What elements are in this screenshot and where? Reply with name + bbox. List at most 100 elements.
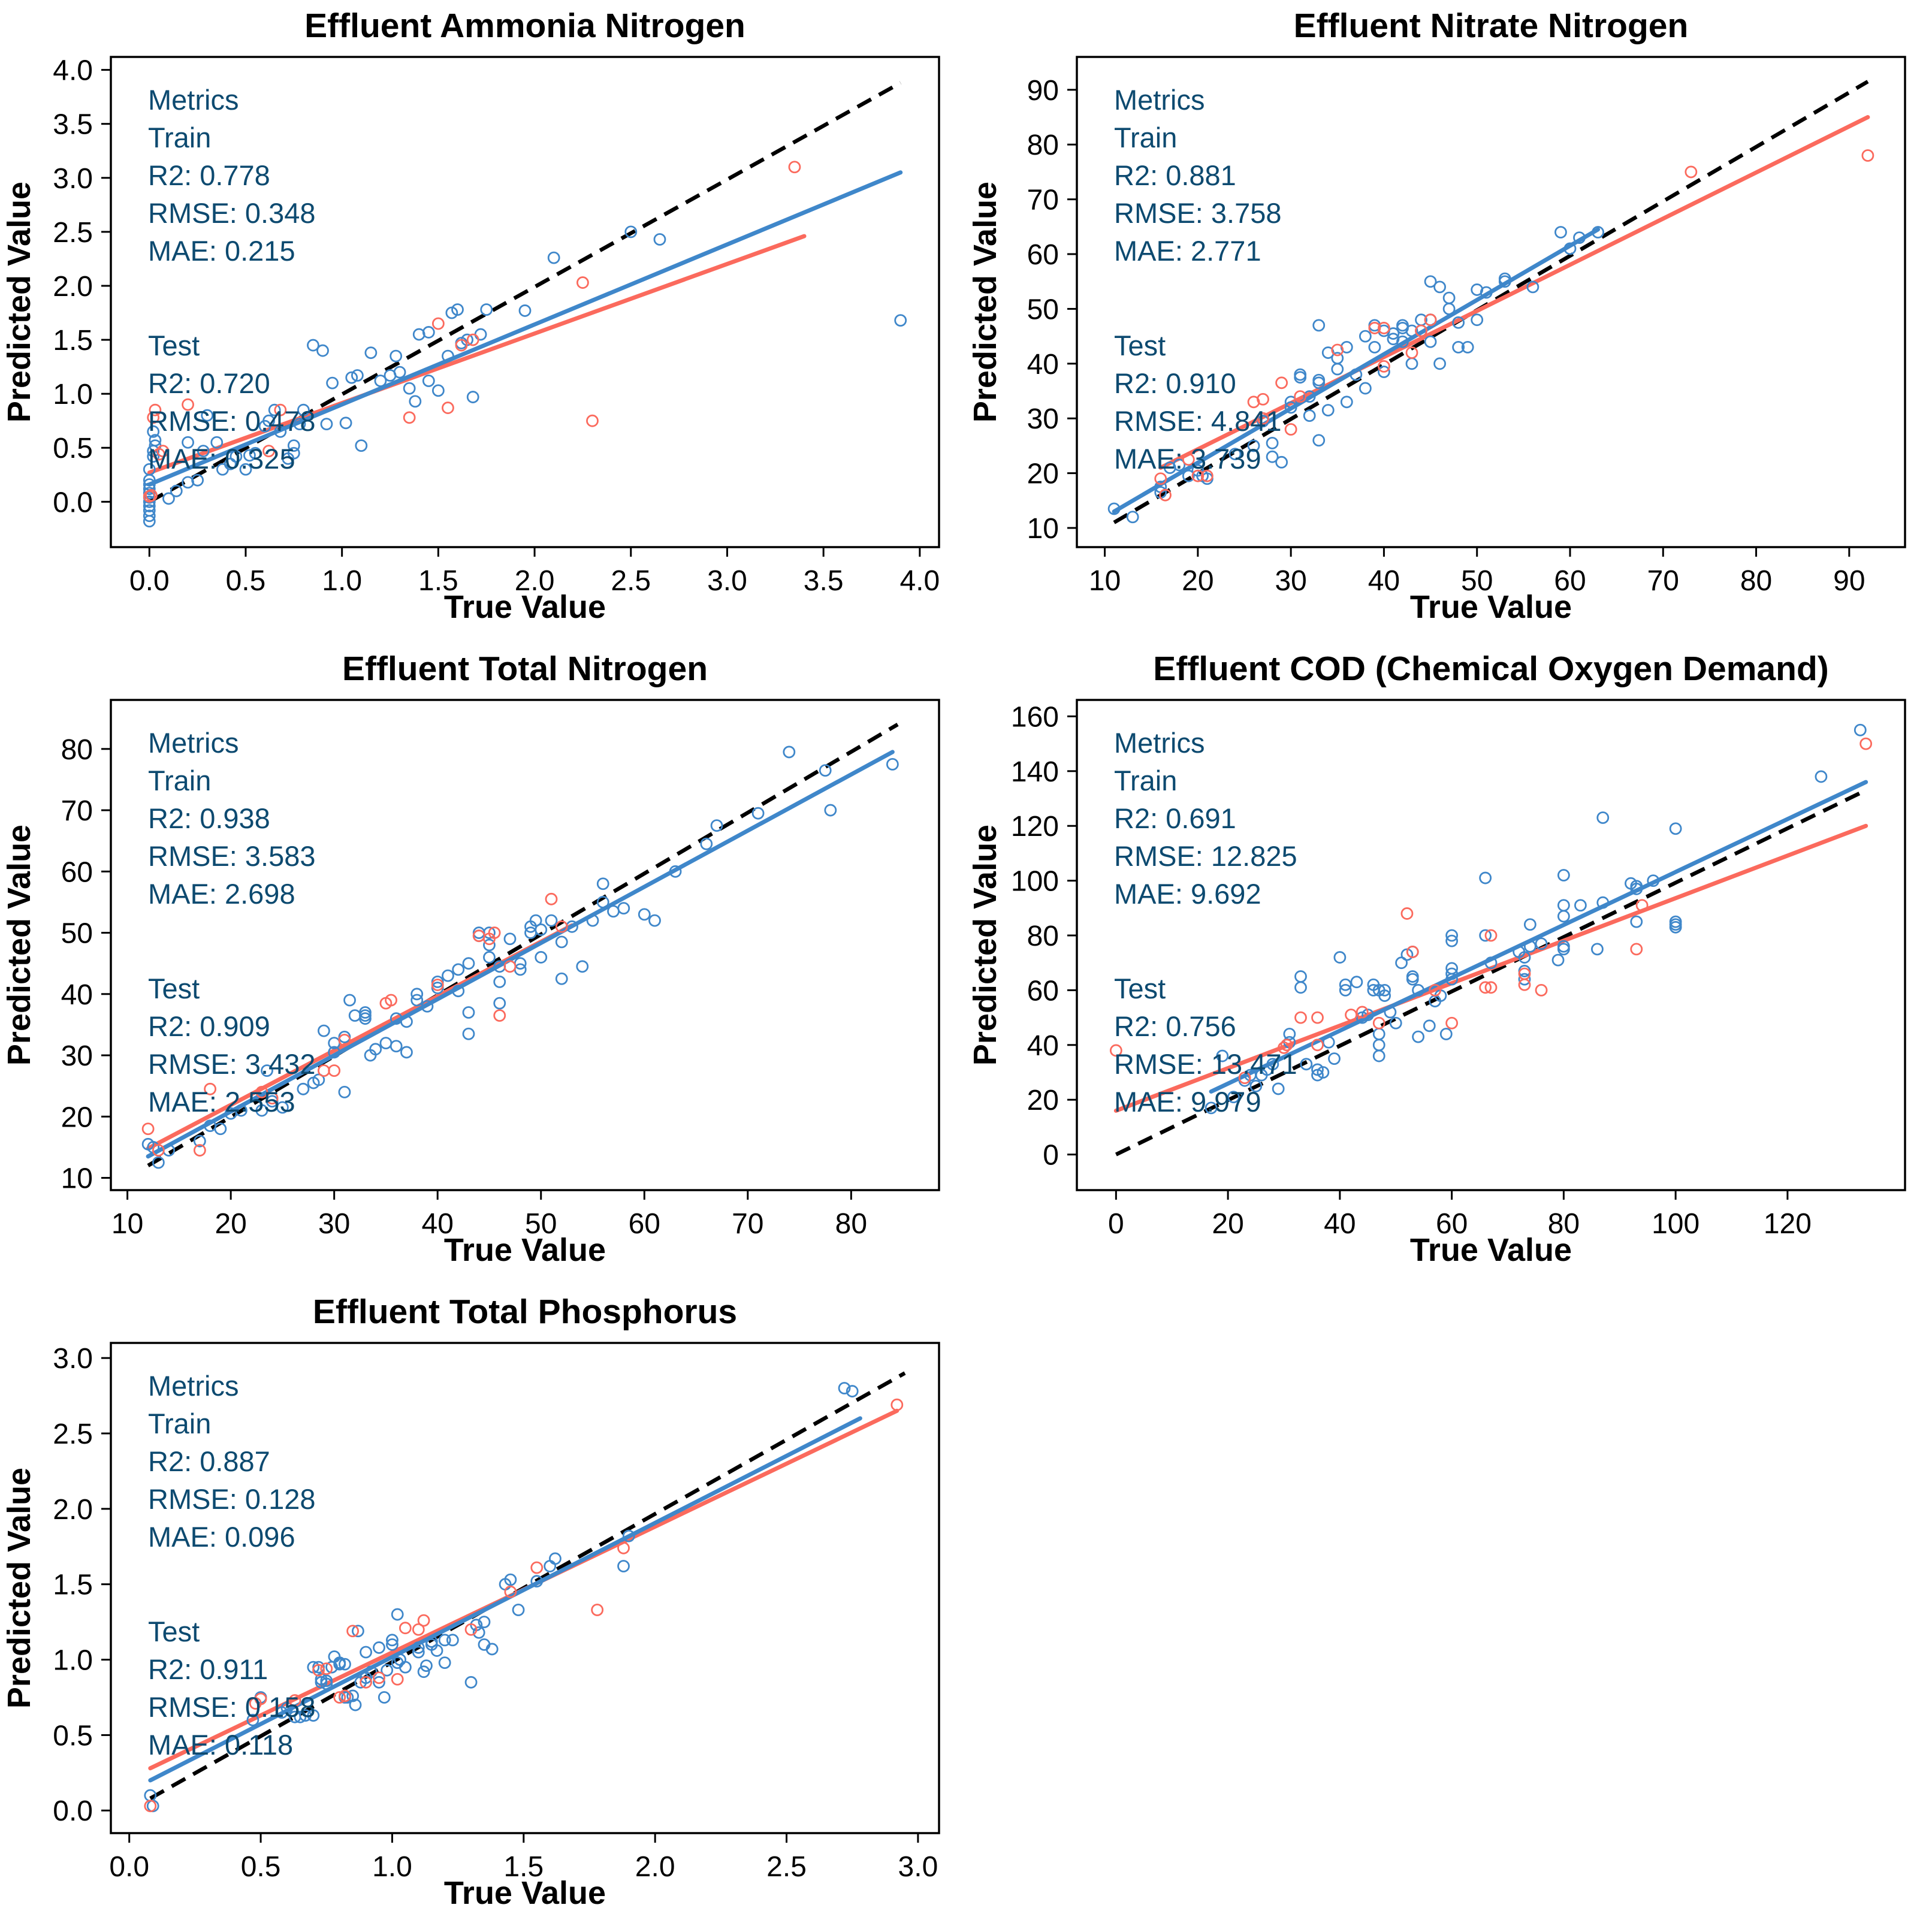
y-tick-label: 0.0: [53, 487, 93, 518]
train-point: [364, 346, 378, 360]
metrics-text: RMSE: 0.158: [148, 1691, 316, 1723]
x-tick-label: 30: [1275, 565, 1306, 597]
metrics-text: R2: 0.691: [1114, 802, 1236, 834]
x-tick-label: 4.0: [899, 565, 940, 597]
train-point: [1275, 455, 1288, 469]
train-point: [1333, 951, 1347, 964]
train-point: [162, 492, 175, 505]
y-tick-label: 30: [61, 1040, 93, 1072]
test-scatter-group: [143, 161, 801, 503]
train-point: [1669, 822, 1682, 835]
train-point: [886, 757, 899, 771]
test-point: [182, 398, 194, 411]
identity-line: [1113, 80, 1869, 524]
train-point: [451, 303, 464, 316]
train-point: [1395, 956, 1408, 970]
x-tick-label: 30: [318, 1208, 350, 1240]
x-tick-label: 0.5: [226, 565, 266, 597]
train-point: [1205, 1101, 1218, 1115]
train-point: [346, 1689, 360, 1702]
train-point: [1518, 973, 1531, 986]
test-point: [591, 1604, 604, 1616]
y-tick-label: 1.0: [53, 1645, 93, 1677]
train-point: [1266, 450, 1279, 463]
metrics-text: RMSE: 0.128: [148, 1483, 316, 1515]
train-point: [1266, 436, 1279, 449]
metrics-text: R2: 0.909: [148, 1010, 270, 1042]
test-point: [1861, 149, 1874, 162]
train-point: [1247, 439, 1260, 452]
chart-title: Effluent Total Phosphorus: [313, 1293, 737, 1331]
x-tick-label: 10: [1089, 565, 1121, 597]
chart-svg: 0 20 40 60 80 100 120 0 20 40 60 80 100 120 140 160 Effl…: [967, 650, 1906, 1268]
train-point: [819, 764, 832, 777]
train-point: [1563, 242, 1577, 255]
y-tick-label: 3.0: [53, 1343, 93, 1375]
metrics-text: MAE: 9.979: [1114, 1086, 1261, 1118]
train-point: [1424, 335, 1437, 348]
train-point: [493, 997, 506, 1010]
train-point: [400, 1015, 413, 1028]
y-tick-label: 30: [1027, 403, 1059, 435]
test-point: [617, 1541, 630, 1554]
train-point: [576, 960, 589, 973]
train-point: [316, 344, 329, 357]
train-point: [894, 314, 907, 327]
train-point: [1312, 434, 1326, 447]
y-tick-label: 120: [1011, 811, 1059, 843]
metrics-text: Test: [1114, 973, 1166, 1004]
train-point: [359, 1012, 372, 1025]
train-point: [1266, 1058, 1279, 1071]
train-point: [710, 819, 723, 832]
y-tick-label: 100: [1011, 866, 1059, 898]
train-point: [1479, 929, 1492, 942]
train-point: [143, 463, 156, 476]
train-point: [152, 1156, 165, 1169]
test-point: [417, 1614, 430, 1627]
train-point: [462, 1006, 475, 1019]
test-point: [530, 1561, 544, 1574]
train-point: [1322, 1036, 1335, 1049]
test-scatter-group: [1154, 149, 1874, 502]
train-point: [824, 804, 837, 817]
y-tick-label: 40: [1027, 1030, 1059, 1062]
metrics-text: MAE: 2.771: [1114, 235, 1261, 267]
train-point: [143, 487, 156, 500]
train-point: [466, 391, 479, 403]
test-fit-line: [147, 234, 807, 475]
test-point: [320, 1662, 333, 1676]
y-tick-label: 3.5: [53, 109, 93, 141]
test-point: [385, 994, 397, 1007]
metrics-text: MAE: 9.692: [1114, 878, 1261, 910]
train-point: [596, 896, 609, 908]
train-point: [1452, 341, 1465, 354]
train-point: [287, 446, 300, 460]
metrics-text: R2: 0.881: [1114, 159, 1236, 191]
metrics-text: MAE: 2.698: [148, 878, 295, 910]
x-tick-label: 1.5: [418, 565, 458, 597]
train-point: [1359, 382, 1372, 395]
train-point: [483, 951, 496, 964]
train-point: [586, 914, 599, 927]
train-point: [274, 425, 287, 438]
train-point: [373, 1641, 385, 1654]
metrics-text: R2: 0.911: [148, 1653, 268, 1685]
train-point: [545, 914, 558, 927]
metrics-text: Metrics: [1114, 84, 1205, 116]
train-point: [210, 436, 224, 449]
y-tick-label: 1.0: [53, 379, 93, 410]
y-tick-label: 1.5: [53, 325, 93, 357]
x-axis-label: True Value: [1410, 1232, 1572, 1268]
train-point: [1331, 352, 1344, 365]
train-point: [1405, 324, 1418, 337]
train-fit-line: [146, 750, 895, 1159]
x-tick-label: 70: [732, 1208, 763, 1240]
y-tick-label: 2.0: [53, 271, 93, 303]
train-point: [339, 416, 352, 430]
train-point: [544, 1560, 557, 1572]
train-point: [299, 1709, 312, 1722]
train-point: [170, 484, 183, 497]
test-point: [318, 1064, 330, 1077]
x-tick-label: 1.0: [322, 565, 362, 597]
